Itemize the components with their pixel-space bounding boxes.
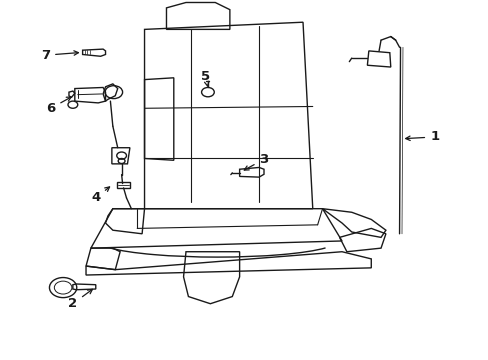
- Text: 3: 3: [244, 153, 268, 170]
- Text: 1: 1: [405, 130, 438, 144]
- Text: 7: 7: [41, 49, 78, 62]
- Text: 4: 4: [91, 187, 109, 204]
- Text: 5: 5: [201, 69, 210, 86]
- Text: 2: 2: [68, 289, 92, 310]
- Text: 6: 6: [46, 97, 71, 115]
